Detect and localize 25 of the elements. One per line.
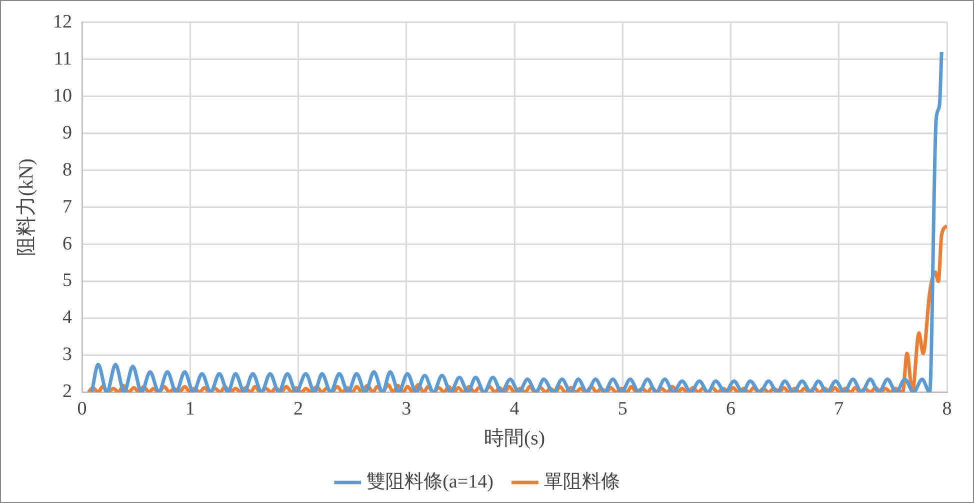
x-tick-label: 5 (618, 398, 628, 420)
x-tick-label: 2 (294, 398, 303, 420)
y-axis-title: 阻料力(kN) (15, 158, 38, 256)
x-tick-label: 1 (185, 398, 195, 420)
x-tick-label: 4 (510, 398, 520, 420)
y-tick-label: 12 (53, 11, 72, 32)
legend-label: 雙阻料條(a=14) (366, 471, 494, 492)
y-tick-label: 10 (53, 85, 72, 106)
y-tick-label: 3 (62, 344, 72, 366)
y-tick-label: 6 (62, 233, 72, 254)
line-series (90, 50, 944, 392)
x-tick-label: 0 (77, 398, 87, 420)
x-tick-label: 8 (942, 398, 952, 420)
x-tick-label: 7 (834, 398, 844, 420)
y-tick-label: 2 (62, 381, 72, 402)
y-tick-label: 4 (62, 307, 72, 328)
y-tick-label: 9 (62, 122, 72, 144)
y-tick-label: 8 (62, 159, 72, 180)
x-tick-label: 3 (402, 398, 412, 420)
y-tick-label: 5 (62, 270, 72, 292)
legend-label: 單阻料條 (544, 471, 620, 492)
y-tick-label: 7 (62, 196, 72, 218)
y-tick-label: 11 (54, 48, 72, 70)
x-axis-title: 時間(s) (484, 427, 546, 450)
x-tick-label: 6 (726, 398, 736, 420)
